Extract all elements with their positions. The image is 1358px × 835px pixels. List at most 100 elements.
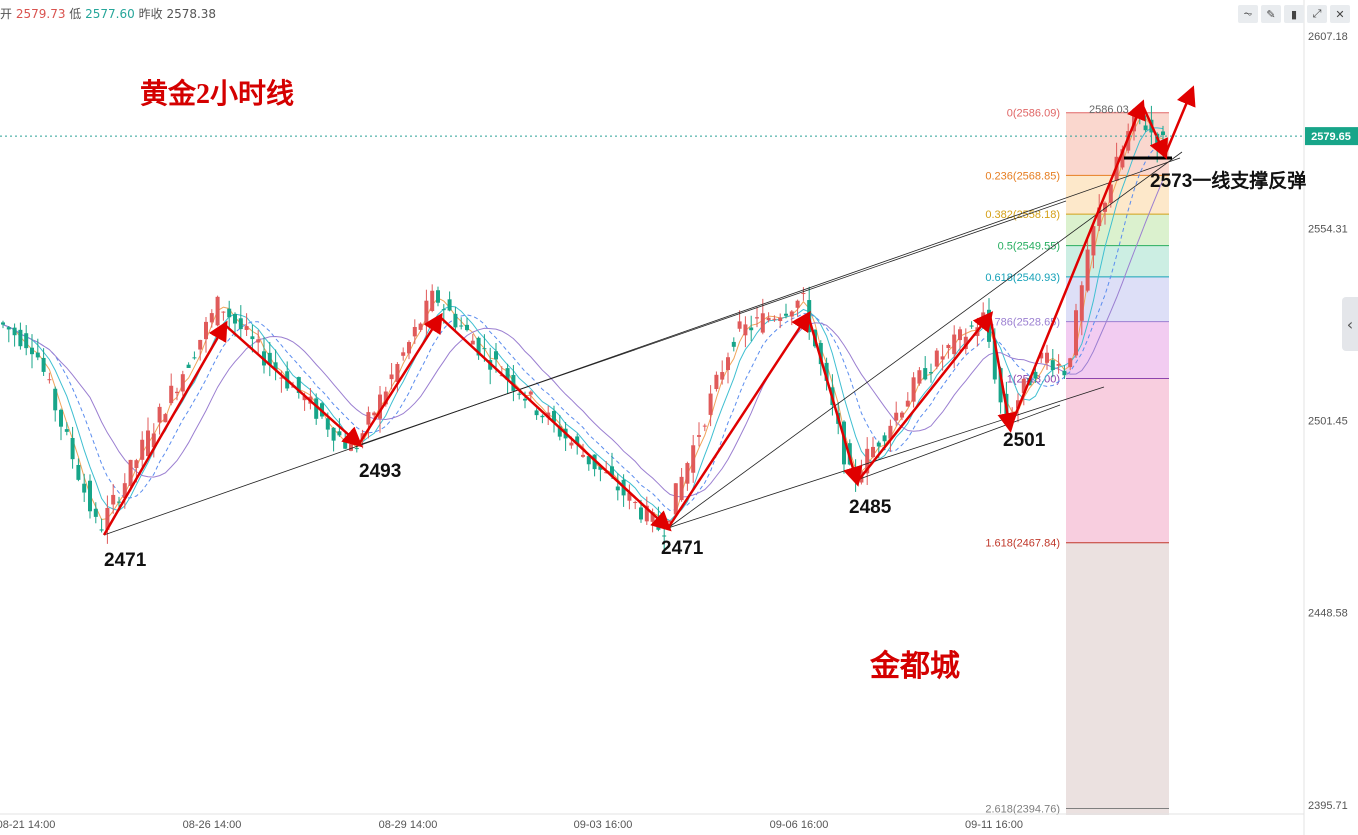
- candle-body: [64, 429, 69, 432]
- candle-body: [186, 364, 191, 368]
- candle-body: [1120, 149, 1125, 168]
- candle-body: [610, 466, 614, 476]
- line-tool-icon[interactable]: ⏦: [1238, 5, 1258, 23]
- x-tick-label: 09-03 16:00: [574, 819, 633, 831]
- low-value: 2577.60: [85, 7, 135, 21]
- candle-body: [592, 454, 597, 470]
- watermark-text: 金都城: [869, 649, 960, 683]
- support-annotation: 2573一线支撑反弹: [1150, 169, 1306, 192]
- candle-body: [470, 340, 475, 345]
- candle-body: [117, 501, 121, 503]
- candle-body: [476, 337, 481, 356]
- candle-body: [82, 483, 87, 493]
- candle-body: [679, 476, 684, 501]
- candle-body: [517, 393, 522, 395]
- candle-body: [888, 425, 893, 439]
- fib-zone: [1066, 542, 1169, 809]
- candle-body: [192, 357, 197, 359]
- zigzag-segment: [806, 314, 863, 487]
- candle-body: [494, 351, 498, 360]
- y-tick-label: 2501.45: [1308, 415, 1348, 427]
- candle-body: [24, 333, 29, 349]
- candle-tool-icon[interactable]: ▮: [1284, 5, 1304, 23]
- ma-purple-line: [2, 179, 1164, 498]
- collapse-panel-icon[interactable]: ‹: [1342, 297, 1358, 351]
- candle-body: [702, 425, 707, 427]
- candle-body: [337, 431, 342, 436]
- candle-body: [697, 435, 701, 437]
- zigzag-segment: [1008, 99, 1146, 429]
- current-price-label: 2579.65: [1311, 131, 1351, 143]
- ohlc-header: 开 2579.73 低 2577.60 昨收 2578.38: [0, 5, 216, 22]
- chart-labels: 黄金2小时线 金都城 2573一线支撑反弹 2471 2493 2471 248…: [104, 77, 1306, 683]
- candle-body: [157, 406, 162, 423]
- candle-body: [691, 445, 696, 473]
- candle-body: [76, 464, 81, 480]
- candle-body: [146, 430, 150, 457]
- chart-title: 黄金2小时线: [140, 77, 294, 110]
- candle-body: [1050, 360, 1055, 371]
- candle-body: [198, 339, 203, 350]
- candle-body: [540, 415, 545, 418]
- candle-body: [662, 535, 667, 537]
- candle-body: [296, 377, 301, 393]
- candle-body: [453, 313, 458, 328]
- candle-body: [552, 410, 556, 422]
- candle-body: [204, 321, 208, 340]
- expand-icon[interactable]: ⤢: [1307, 5, 1327, 23]
- candle-body: [47, 379, 52, 381]
- candle-body: [1039, 352, 1044, 359]
- candle-body: [41, 357, 46, 372]
- candle-body: [1062, 370, 1067, 376]
- candle-body: [981, 312, 986, 317]
- candle-body: [1010, 413, 1015, 416]
- candle-body: [99, 529, 104, 531]
- candle-body: [482, 348, 487, 350]
- candle-body: [818, 342, 823, 365]
- fib-level-label: 2.618(2394.76): [985, 803, 1060, 815]
- candle-body: [59, 409, 63, 427]
- candle-body: [35, 352, 40, 358]
- candle-body: [934, 350, 939, 367]
- candle-body: [789, 311, 794, 317]
- candle-body: [424, 300, 429, 324]
- candle-body: [349, 443, 353, 451]
- candle-body: [766, 317, 771, 321]
- candle-body: [256, 339, 261, 343]
- y-tick-label: 2395.71: [1308, 800, 1348, 812]
- close-icon[interactable]: ✕: [1330, 5, 1350, 23]
- candle-body: [1161, 131, 1165, 136]
- zigzag-segment: [1163, 85, 1196, 156]
- candle-body: [383, 391, 388, 405]
- candle-body: [354, 448, 359, 450]
- candle-body: [604, 472, 609, 474]
- candle-body: [511, 374, 516, 391]
- candle-body: [1056, 363, 1061, 366]
- high-marker: 2586.03: [1089, 104, 1129, 116]
- candle-body: [842, 421, 846, 465]
- candle-body: [436, 290, 440, 303]
- candle-body: [1, 322, 5, 325]
- fibonacci-zones: 0(2586.09) 0.236(2568.85) 0.382(2558.18) 0.…: [985, 108, 1169, 815]
- candle-body: [720, 372, 725, 380]
- candle-body: [958, 329, 962, 341]
- candle-body: [378, 394, 382, 419]
- candle-body: [18, 329, 23, 347]
- zigzag-segment: [439, 316, 672, 532]
- candle-body: [169, 385, 174, 404]
- fib-level-label: 0.5(2549.55): [998, 241, 1060, 253]
- candle-body: [940, 356, 945, 360]
- candle-body: [586, 456, 591, 465]
- trendline: [856, 404, 1061, 481]
- trendline: [103, 157, 1181, 536]
- candle-body: [325, 418, 330, 430]
- candle-body: [1045, 352, 1049, 363]
- candle-body: [209, 313, 214, 323]
- candle-body: [627, 492, 632, 501]
- pen-tool-icon[interactable]: ✎: [1261, 5, 1281, 23]
- candle-body: [30, 347, 34, 355]
- candle-body: [441, 309, 446, 311]
- candle-body: [505, 368, 510, 380]
- candle-body: [447, 299, 452, 311]
